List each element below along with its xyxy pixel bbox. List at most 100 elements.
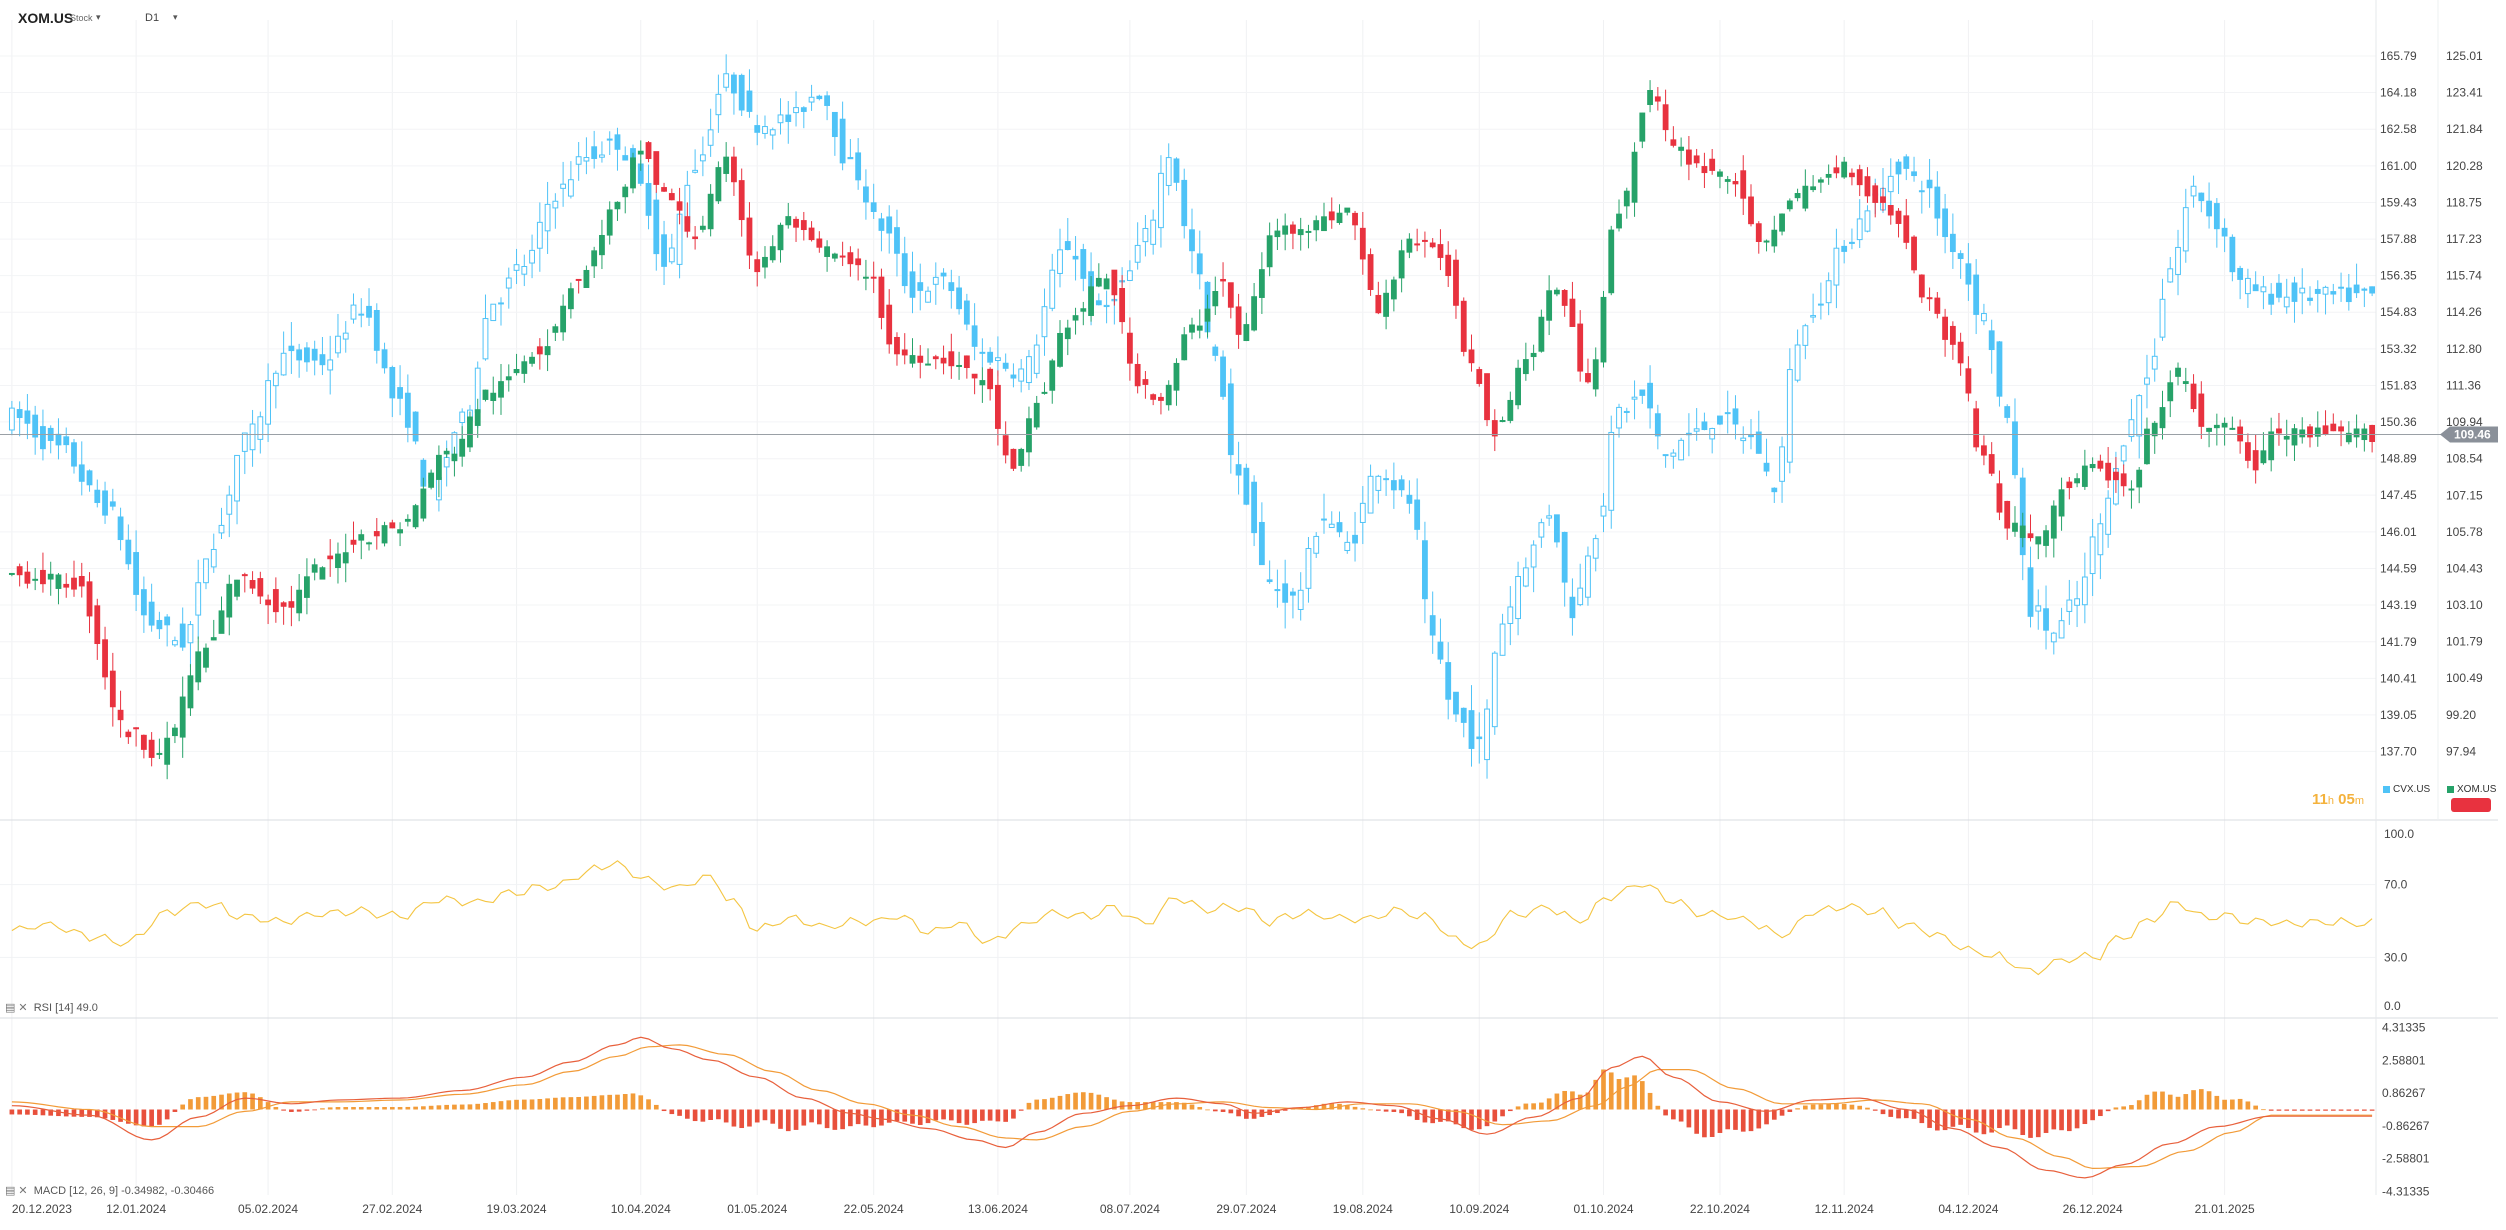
cvx-candle xyxy=(1600,493,1607,533)
cvx-candle-body xyxy=(552,200,559,209)
xom-candle-body xyxy=(1049,360,1056,391)
cvx-candle-body xyxy=(195,582,202,616)
cvx-candle-body xyxy=(886,216,893,234)
macd-histogram-bar xyxy=(1647,1092,1653,1110)
cvx-candle-body xyxy=(925,290,931,303)
cvx-candle xyxy=(1740,426,1747,454)
cvx-candle xyxy=(1266,560,1273,584)
xom-candle-body xyxy=(1460,300,1467,352)
cvx-candle-body xyxy=(1243,467,1250,505)
xom-candle-body xyxy=(1088,286,1094,316)
macd-histogram-bar xyxy=(87,1109,92,1117)
xom-candle xyxy=(1119,275,1126,334)
indicator-close-icon[interactable]: ✕ xyxy=(18,1002,28,1014)
cvx-candle-body xyxy=(1771,487,1778,493)
xom-candle-body xyxy=(800,220,807,231)
xom-candle-body xyxy=(1794,193,1801,199)
cvx-candle xyxy=(1476,712,1483,764)
xom-candle-body xyxy=(793,218,799,228)
cvx-candle-body xyxy=(2027,567,2034,617)
cvx-candle xyxy=(2314,280,2321,313)
interval-dropdown-icon[interactable]: ▾ xyxy=(173,12,178,22)
xom-candle-body xyxy=(1344,207,1351,213)
macd-histogram-bar xyxy=(615,1094,620,1110)
cvx-candle xyxy=(2081,552,2088,624)
xom-candle-body xyxy=(2244,442,2251,461)
macd-y-tick: -4.31335 xyxy=(2382,1184,2430,1198)
cvx-candle xyxy=(2074,580,2080,628)
xom-candle xyxy=(156,738,163,760)
xom-candle-body xyxy=(1258,269,1265,298)
symbol-label[interactable]: XOM.US xyxy=(18,10,74,26)
legend-item-cvx[interactable]: CVX.US xyxy=(2383,784,2430,795)
cvx-candle-body xyxy=(1445,662,1452,700)
xom-candle xyxy=(1491,409,1498,452)
cvx-candle-body xyxy=(2050,632,2057,643)
xom-candle-body xyxy=(148,739,155,758)
cvx-candle xyxy=(319,336,326,376)
xom-candle xyxy=(1647,80,1653,113)
legend-item-xom[interactable]: XOM.US xyxy=(2447,784,2496,795)
macd-histogram-bar xyxy=(1973,1109,1979,1133)
macd-histogram-bar xyxy=(2354,1109,2359,1111)
cvx-candle xyxy=(2276,274,2282,303)
xom-candle-body xyxy=(435,454,442,480)
cvx-candle xyxy=(2175,229,2181,296)
indicator-close-icon[interactable]: ✕ xyxy=(18,1185,28,1197)
xom-candle xyxy=(1460,297,1467,357)
macd-histogram-bar xyxy=(848,1109,853,1127)
cvx-candle-body xyxy=(754,125,761,133)
cvx-candle-body xyxy=(1701,421,1708,431)
xom-candle xyxy=(1158,392,1164,415)
xom-candle-body xyxy=(777,224,784,251)
cvx-candle-body xyxy=(831,111,838,138)
cvx-candle-body xyxy=(304,347,310,363)
cvx-candle-body xyxy=(234,454,240,502)
indicator-settings-icon[interactable]: ▤ xyxy=(5,1185,16,1197)
macd-histogram-bar xyxy=(1608,1072,1614,1110)
cvx-candle xyxy=(1049,253,1056,312)
y-tick-inner: 159.43 xyxy=(2380,196,2417,210)
cvx-candle xyxy=(1026,349,1032,391)
y-tick-outer: 120.28 xyxy=(2446,159,2483,173)
indicator-settings-icon[interactable]: ▤ xyxy=(5,1002,16,1014)
cvx-candle xyxy=(2221,218,2228,253)
xom-candle-body xyxy=(715,167,722,202)
xom-candle xyxy=(1872,183,1879,218)
cvx-candle xyxy=(963,293,970,331)
symbol-dropdown-icon[interactable]: ▾ xyxy=(96,12,101,22)
cvx-candle xyxy=(552,193,559,229)
xom-candle-body xyxy=(1290,224,1296,234)
macd-histogram-bar xyxy=(2175,1096,2181,1110)
xom-candle xyxy=(1616,199,1622,232)
y-tick-inner: 140.41 xyxy=(2380,671,2417,685)
last-price-line: 109.46 xyxy=(0,426,2498,443)
interval-select[interactable]: D1 xyxy=(145,12,160,24)
xom-candle xyxy=(459,426,466,467)
macd-histogram-bar xyxy=(1507,1109,1513,1112)
macd-histogram-bar xyxy=(1376,1109,1381,1111)
xom-candle-body xyxy=(2229,427,2236,430)
xom-candle xyxy=(529,352,535,367)
cvx-candle-body xyxy=(1251,481,1258,534)
cvx-candle xyxy=(71,438,77,474)
cvx-candle xyxy=(746,69,753,118)
xom-candle-body xyxy=(630,157,636,189)
macd-histogram-bar xyxy=(1748,1109,1754,1132)
macd-histogram-bar xyxy=(1189,1104,1195,1110)
xom-candle-body xyxy=(1336,212,1343,223)
cvx-candle xyxy=(2345,273,2352,311)
cvx-candle xyxy=(513,248,520,285)
macd-histogram-bar xyxy=(2004,1109,2010,1126)
macd-histogram-bar xyxy=(397,1107,403,1110)
cvx-candle xyxy=(1064,218,1071,251)
y-tick-outer: 97.94 xyxy=(2446,744,2476,758)
xom-candle-body xyxy=(948,351,955,367)
xom-candle-body xyxy=(1833,167,1840,174)
xom-candle xyxy=(1841,156,1848,179)
cvx-candle-body xyxy=(2291,282,2298,302)
macd-histogram-bar xyxy=(126,1109,131,1124)
cvx-candle-body xyxy=(1639,389,1646,396)
